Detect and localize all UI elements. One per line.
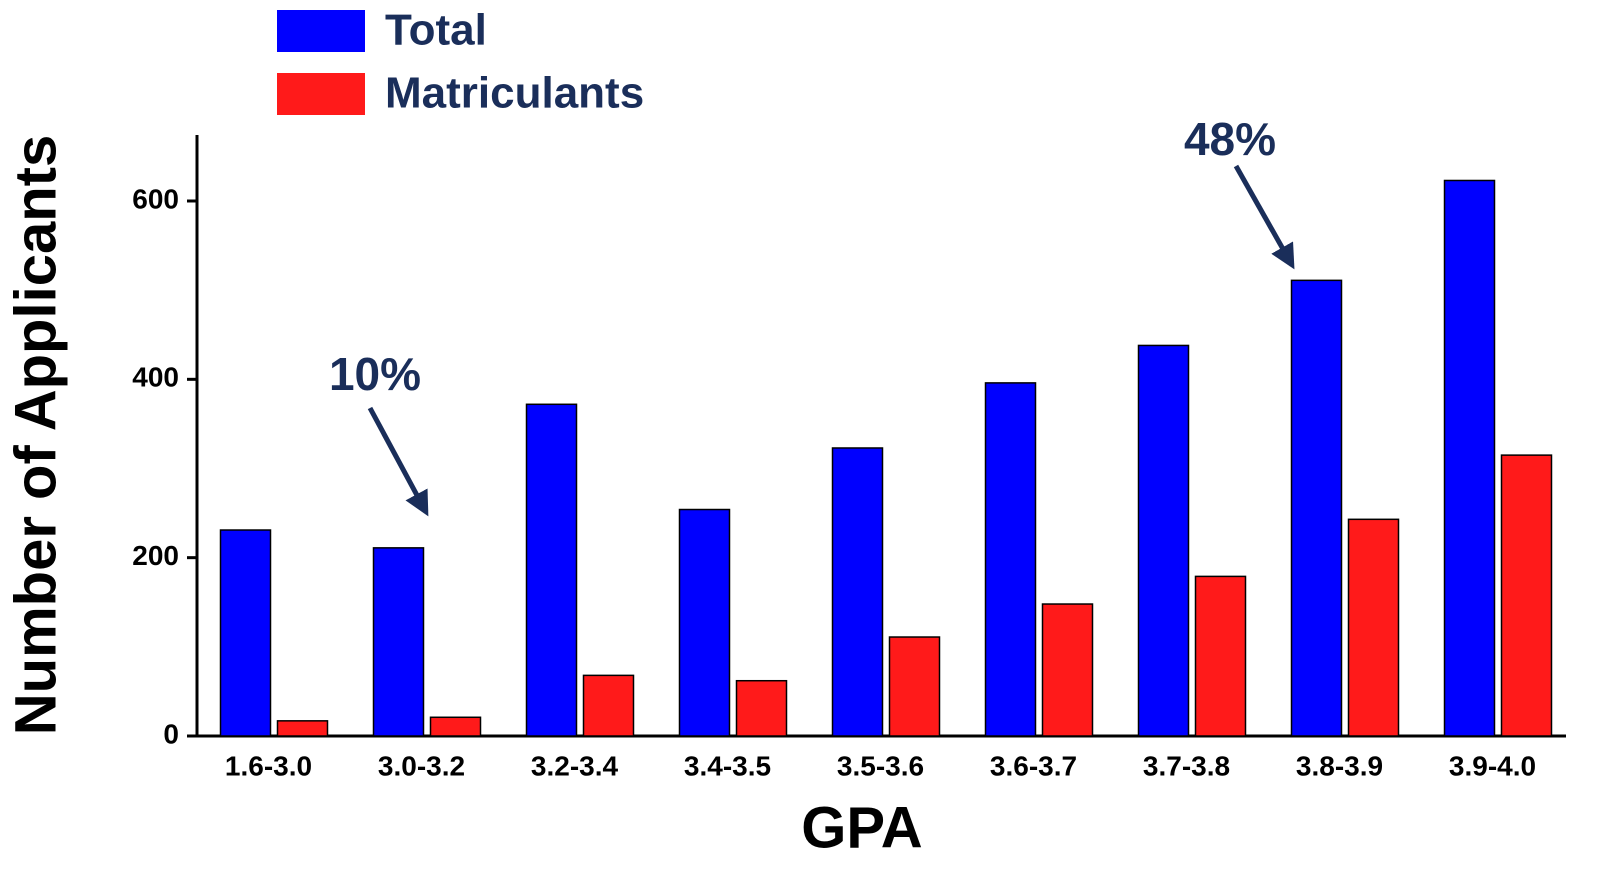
bar (984, 382, 1037, 737)
bar (678, 508, 731, 737)
annotation: 48% (1184, 113, 1276, 165)
bar (219, 529, 272, 737)
bar (1347, 518, 1400, 737)
bar (372, 547, 425, 737)
bar (735, 679, 788, 737)
bar (1137, 344, 1190, 737)
bar (1443, 179, 1496, 737)
legend-swatch (277, 10, 365, 52)
annotation-arrow (1233, 164, 1295, 270)
legend-label: Total (385, 6, 487, 55)
y-tick-label: 400 (132, 362, 179, 393)
bar (1290, 279, 1343, 737)
bar (525, 403, 578, 737)
bar (582, 674, 635, 737)
annotation-arrow (367, 406, 429, 517)
bar (831, 447, 884, 737)
x-tick-label: 3.2-3.4 (531, 750, 619, 781)
bar (1041, 603, 1094, 737)
annotation: 10% (329, 348, 421, 400)
y-tick-label: 0 (163, 718, 179, 749)
bar (429, 716, 482, 737)
x-tick-label: 1.6-3.0 (225, 750, 312, 781)
bar (1500, 454, 1553, 737)
y-tick-label: 600 (132, 183, 179, 214)
bar (276, 720, 329, 737)
x-tick-label: 3.7-3.8 (1143, 750, 1230, 781)
x-tick-label: 3.8-3.9 (1296, 750, 1383, 781)
x-tick-label: 3.5-3.6 (837, 750, 924, 781)
bar (888, 636, 941, 737)
x-tick-label: 3.9-4.0 (1449, 750, 1536, 781)
legend-label: Matriculants (385, 69, 644, 118)
x-tick-label: 3.0-3.2 (378, 750, 465, 781)
x-tick-label: 3.4-3.5 (684, 750, 771, 781)
bar (1194, 575, 1247, 737)
y-tick-label: 200 (132, 540, 179, 571)
x-axis-label: GPA (801, 795, 922, 860)
legend-swatch (277, 73, 365, 115)
y-axis-label: Number of Applicants (3, 135, 68, 735)
x-tick-label: 3.6-3.7 (990, 750, 1077, 781)
